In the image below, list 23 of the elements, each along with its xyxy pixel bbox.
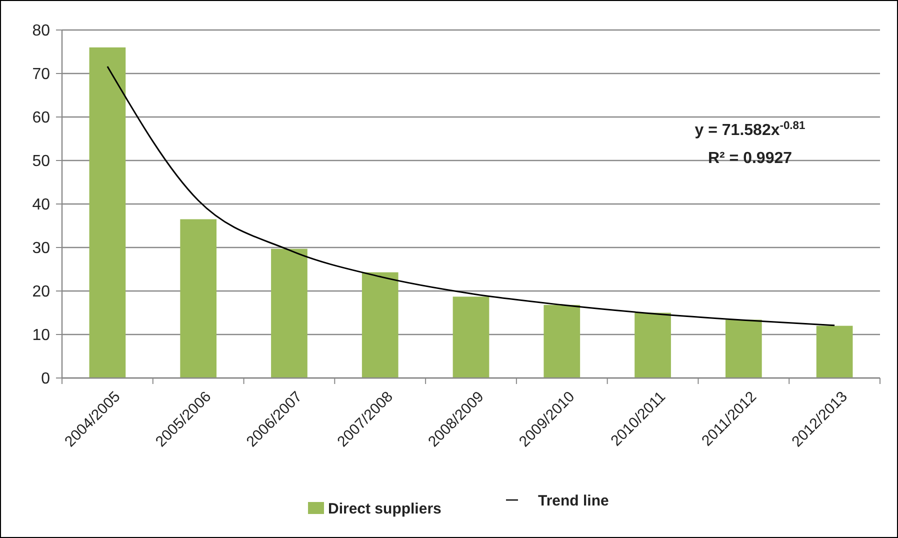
y-tick-label: 0 <box>41 370 50 388</box>
annotation: R² = 0.9927 <box>708 150 792 167</box>
y-tick-label: 30 <box>32 240 50 258</box>
y-tick-label: 50 <box>32 153 50 170</box>
y-tick-label: 70 <box>32 66 50 84</box>
y-tick-label: 20 <box>32 284 50 301</box>
bar <box>816 326 853 378</box>
bar <box>634 312 671 378</box>
bar <box>271 248 308 378</box>
y-tick-label: 10 <box>32 327 50 344</box>
bar <box>89 47 126 378</box>
bar <box>725 320 762 378</box>
bar <box>452 296 490 378</box>
y-tick-label: 60 <box>32 110 50 127</box>
annotation: y = 71.582x$^{-0.81}$ <box>694 120 806 139</box>
y-tick-label: 80 <box>32 22 50 40</box>
bar <box>362 272 398 378</box>
legend-label: Direct suppliers <box>328 500 442 518</box>
bar <box>544 304 580 378</box>
bar <box>180 219 217 378</box>
legend-label: Trend line <box>538 492 609 510</box>
y-tick-label: 40 <box>32 196 50 214</box>
line-series <box>106 66 836 326</box>
